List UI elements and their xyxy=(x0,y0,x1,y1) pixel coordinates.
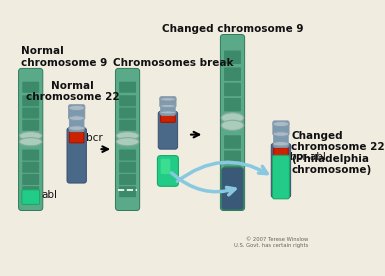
Ellipse shape xyxy=(160,111,176,114)
Text: Changed chromosome 9: Changed chromosome 9 xyxy=(162,24,303,34)
FancyBboxPatch shape xyxy=(22,174,39,185)
FancyArrowPatch shape xyxy=(177,162,267,181)
FancyBboxPatch shape xyxy=(271,143,291,198)
FancyBboxPatch shape xyxy=(69,132,84,143)
Ellipse shape xyxy=(273,132,289,136)
FancyBboxPatch shape xyxy=(116,68,140,211)
FancyBboxPatch shape xyxy=(119,174,136,185)
FancyBboxPatch shape xyxy=(22,190,40,205)
FancyBboxPatch shape xyxy=(119,95,136,106)
FancyBboxPatch shape xyxy=(119,186,136,197)
FancyBboxPatch shape xyxy=(69,115,84,132)
FancyBboxPatch shape xyxy=(67,128,86,183)
FancyBboxPatch shape xyxy=(22,162,39,173)
Text: abl: abl xyxy=(41,190,57,200)
FancyBboxPatch shape xyxy=(220,34,244,211)
FancyBboxPatch shape xyxy=(224,98,241,112)
FancyBboxPatch shape xyxy=(274,148,288,158)
FancyBboxPatch shape xyxy=(224,181,241,195)
FancyBboxPatch shape xyxy=(160,97,176,107)
FancyBboxPatch shape xyxy=(273,155,290,199)
FancyBboxPatch shape xyxy=(161,115,175,122)
FancyBboxPatch shape xyxy=(119,82,136,93)
FancyBboxPatch shape xyxy=(274,131,288,147)
Ellipse shape xyxy=(221,113,244,123)
Ellipse shape xyxy=(160,104,176,107)
FancyBboxPatch shape xyxy=(22,120,39,131)
FancyBboxPatch shape xyxy=(22,150,39,161)
Ellipse shape xyxy=(116,138,139,146)
FancyBboxPatch shape xyxy=(224,150,241,164)
FancyBboxPatch shape xyxy=(22,95,39,106)
FancyBboxPatch shape xyxy=(22,107,39,119)
Ellipse shape xyxy=(69,116,85,121)
Ellipse shape xyxy=(116,132,139,140)
FancyBboxPatch shape xyxy=(222,168,243,210)
FancyBboxPatch shape xyxy=(224,51,241,64)
Ellipse shape xyxy=(69,126,85,131)
FancyBboxPatch shape xyxy=(161,159,170,174)
Text: Chromosomes break: Chromosomes break xyxy=(113,58,234,68)
Ellipse shape xyxy=(160,98,176,101)
Text: Normal
chromosome 9: Normal chromosome 9 xyxy=(21,46,107,68)
Ellipse shape xyxy=(19,132,42,140)
FancyBboxPatch shape xyxy=(119,107,136,119)
Text: Normal
chromosome 22: Normal chromosome 22 xyxy=(26,81,119,102)
FancyBboxPatch shape xyxy=(158,111,177,149)
FancyBboxPatch shape xyxy=(224,166,241,179)
Text: bcr-abl: bcr-abl xyxy=(290,152,326,162)
Ellipse shape xyxy=(273,121,289,127)
Ellipse shape xyxy=(19,138,42,146)
FancyBboxPatch shape xyxy=(22,82,39,93)
FancyBboxPatch shape xyxy=(18,68,43,211)
Ellipse shape xyxy=(273,142,289,146)
FancyBboxPatch shape xyxy=(161,104,175,115)
Text: Changed
chromosome 22
(Philadelphia
chromosome): Changed chromosome 22 (Philadelphia chro… xyxy=(291,131,385,175)
FancyBboxPatch shape xyxy=(119,162,136,173)
FancyBboxPatch shape xyxy=(119,120,136,131)
FancyBboxPatch shape xyxy=(22,186,39,197)
FancyBboxPatch shape xyxy=(157,156,178,186)
Ellipse shape xyxy=(69,105,85,111)
Ellipse shape xyxy=(221,120,244,130)
Text: © 2007 Terese Winslow
U.S. Govt. has certain rights: © 2007 Terese Winslow U.S. Govt. has cer… xyxy=(234,237,308,248)
Text: bcr: bcr xyxy=(85,132,102,143)
FancyBboxPatch shape xyxy=(224,83,241,96)
FancyBboxPatch shape xyxy=(224,67,241,81)
FancyBboxPatch shape xyxy=(119,150,136,161)
FancyBboxPatch shape xyxy=(224,135,241,149)
FancyArrowPatch shape xyxy=(172,173,235,195)
FancyBboxPatch shape xyxy=(273,121,289,134)
FancyBboxPatch shape xyxy=(69,105,85,118)
